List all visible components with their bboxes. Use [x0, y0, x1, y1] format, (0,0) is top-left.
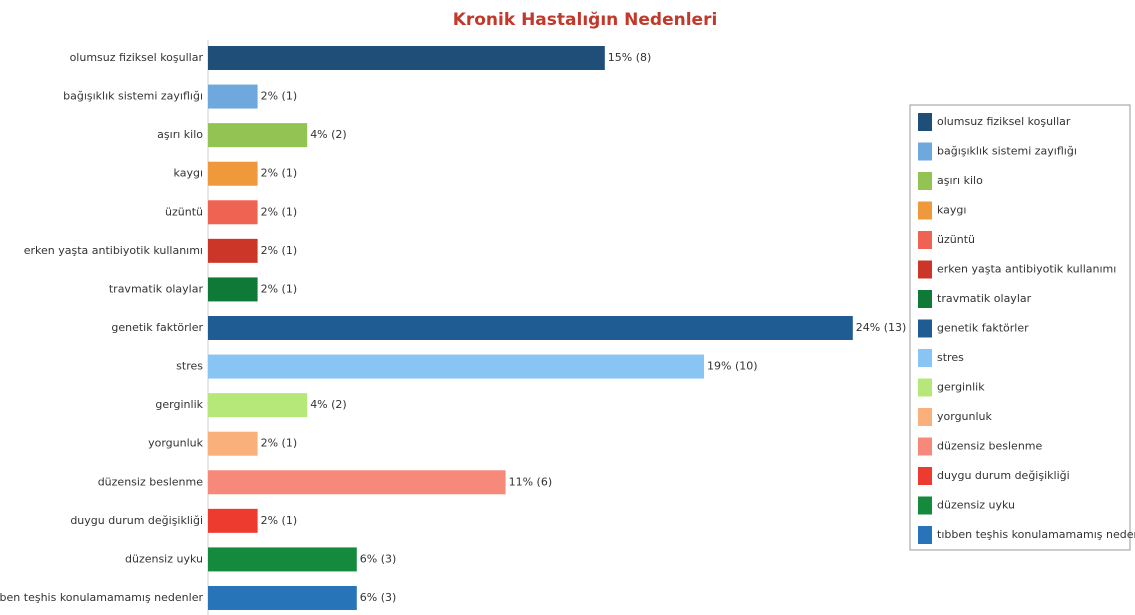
legend-label: gerginlik [937, 381, 985, 394]
value-label: 6% (3) [360, 552, 397, 565]
legend-swatch [918, 113, 932, 131]
legend-swatch [918, 349, 932, 367]
legend-label: erken yaşta antibiyotik kullanımı [937, 263, 1116, 276]
legend-label: genetik faktörler [937, 322, 1029, 335]
legend-swatch [918, 172, 932, 190]
value-label: 2% (1) [261, 282, 298, 295]
y-tick-label: düzensiz uyku [125, 552, 203, 565]
legend-label: düzensiz beslenme [937, 440, 1043, 453]
legend-swatch [918, 201, 932, 220]
value-label: 2% (1) [261, 90, 298, 103]
y-tick-label: gerginlik [155, 398, 203, 411]
bar [208, 123, 308, 148]
y-tick-label: travmatik olaylar [109, 282, 204, 295]
bar [208, 46, 605, 70]
bar [208, 315, 853, 340]
bar [208, 431, 258, 456]
legend-swatch [918, 260, 932, 279]
y-tick-label: tıbben teşhis konulamamamış nedenler [0, 591, 203, 604]
bar [208, 161, 258, 186]
legend-swatch [918, 496, 932, 515]
value-label: 24% (13) [856, 321, 907, 334]
bar [208, 238, 258, 263]
legend-label: travmatik olaylar [937, 292, 1032, 305]
legend-swatch [918, 437, 932, 456]
legend-swatch [918, 290, 932, 308]
legend-swatch [918, 467, 932, 485]
bar [208, 200, 258, 225]
value-label: 11% (6) [509, 475, 553, 488]
y-tick-label: yorgunluk [148, 437, 204, 450]
legend-label: aşırı kilo [937, 174, 983, 187]
bar [208, 354, 704, 379]
legend-swatch [918, 378, 932, 397]
value-label: 2% (1) [261, 205, 298, 218]
legend-label: kaygı [937, 204, 966, 217]
y-tick-label: olumsuz fiziksel koşullar [70, 51, 204, 64]
legend-label: duygu durum değişikliği [937, 469, 1070, 482]
value-label: 2% (1) [261, 244, 298, 257]
y-tick-label: kaygı [174, 167, 203, 180]
legend-swatch [918, 319, 932, 338]
bar [208, 393, 308, 418]
value-label: 15% (8) [608, 51, 652, 64]
y-tick-label: duygu durum değişikliği [70, 514, 203, 527]
bar [208, 508, 258, 533]
legend-swatch [918, 142, 932, 161]
bar [208, 277, 258, 302]
y-tick-label: düzensiz beslenme [98, 475, 204, 488]
chart-title: Kronik Hastalığın Nedenleri [453, 10, 718, 30]
value-label: 2% (1) [261, 514, 298, 527]
bar [208, 84, 258, 109]
legend-label: olumsuz fiziksel koşullar [937, 115, 1071, 128]
legend-label: yorgunluk [937, 410, 993, 423]
y-tick-label: aşırı kilo [157, 128, 203, 141]
value-label: 2% (1) [261, 437, 298, 450]
legend-swatch [918, 408, 932, 426]
bar [208, 470, 506, 495]
y-tick-label: bağışıklık sistemi zayıflığı [63, 90, 203, 103]
legend-label: üzüntü [937, 233, 975, 246]
legend-label: stres [937, 351, 964, 364]
legend-box [909, 104, 1131, 551]
legend-label: bağışıklık sistemi zayıflığı [937, 145, 1077, 158]
value-label: 2% (1) [261, 167, 298, 180]
value-label: 6% (3) [360, 591, 397, 604]
bar [208, 585, 357, 610]
value-label: 19% (10) [707, 360, 758, 373]
y-tick-label: erken yaşta antibiyotik kullanımı [24, 244, 203, 257]
y-tick-label: üzüntü [165, 205, 203, 218]
legend-label: tıbben teşhis konulamamamış nedenler [937, 528, 1135, 541]
bar [208, 547, 357, 572]
y-tick-label: stres [176, 360, 203, 373]
y-tick-label: genetik faktörler [111, 321, 203, 334]
value-label: 4% (2) [310, 128, 347, 141]
legend-swatch [918, 526, 932, 544]
legend-swatch [918, 231, 932, 249]
value-label: 4% (2) [310, 398, 347, 411]
legend-label: düzensiz uyku [937, 499, 1015, 512]
